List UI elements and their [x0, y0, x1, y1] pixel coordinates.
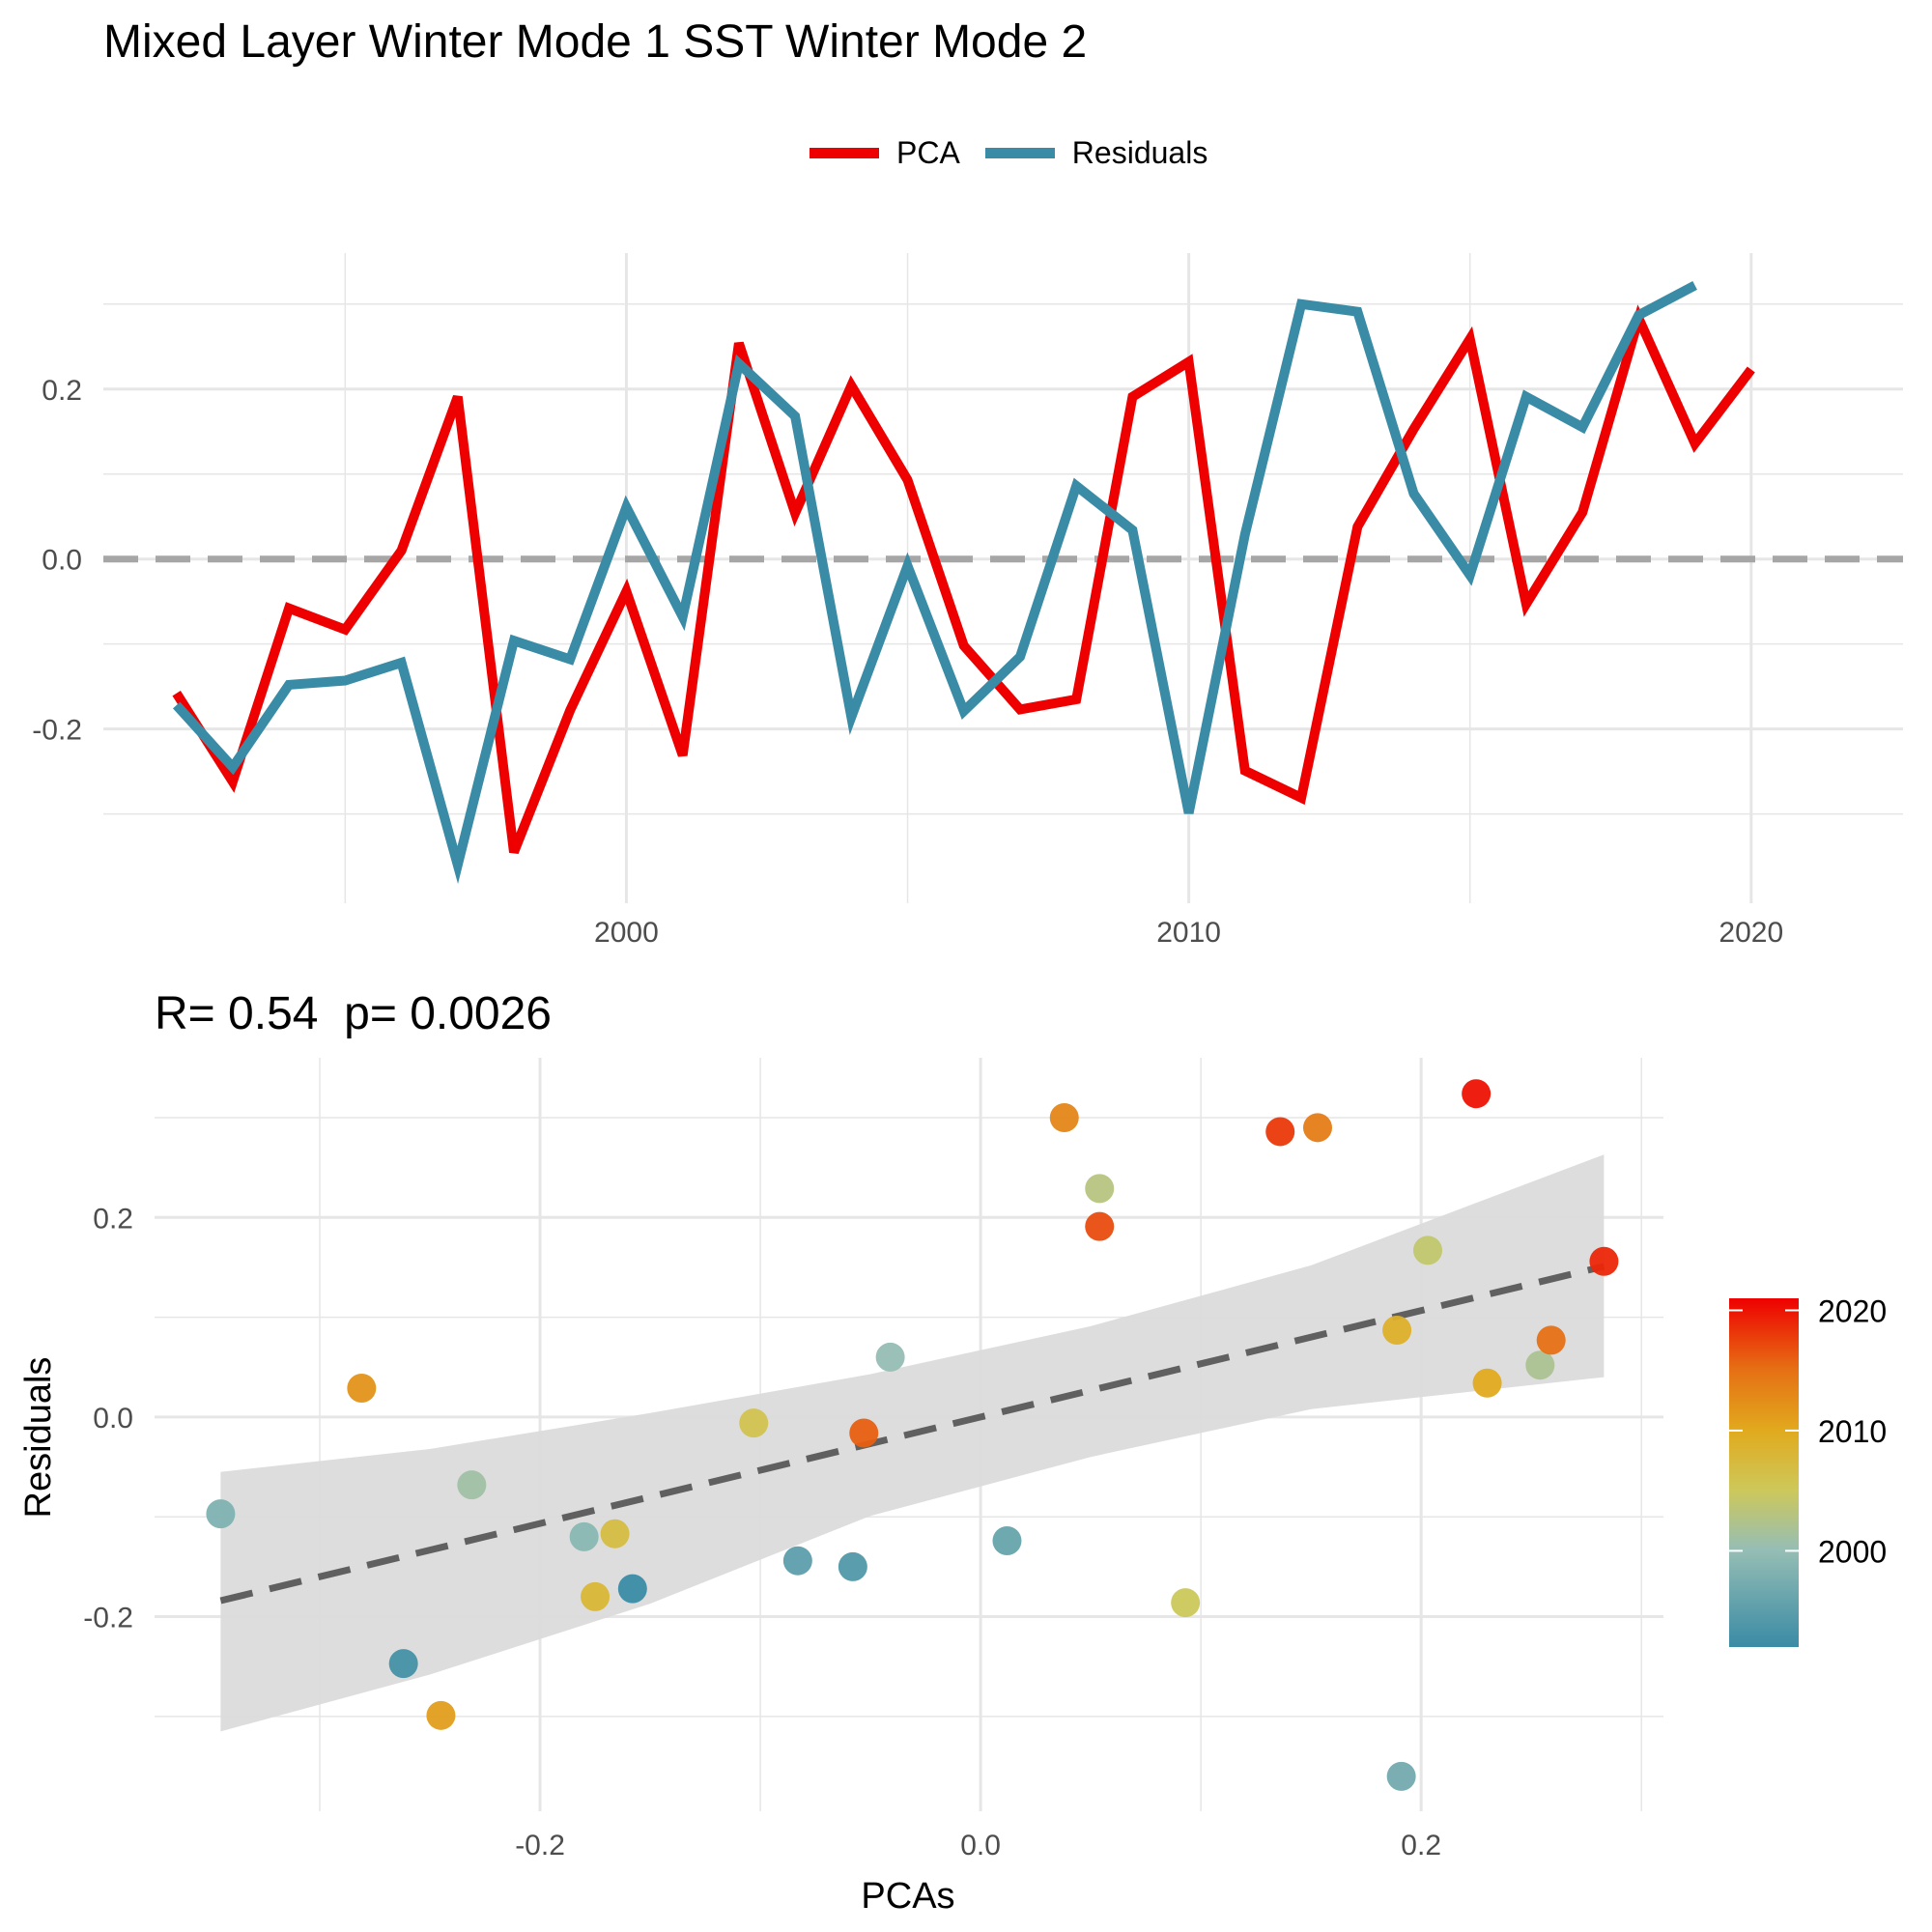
- colorbar-tick-label: 2010: [1818, 1414, 1887, 1449]
- scatter-point: [739, 1408, 769, 1438]
- chart-title: Mixed Layer Winter Mode 1 SST Winter Mod…: [103, 16, 1088, 68]
- x-tick-label: -0.2: [515, 1830, 565, 1861]
- legend-swatch-residuals: [984, 147, 1055, 158]
- series-line-residuals: [172, 280, 1697, 884]
- colorbar: [1729, 1298, 1799, 1647]
- scatter-point: [206, 1499, 236, 1529]
- series-line-pca: [172, 304, 1755, 855]
- y-tick-label: 0.2: [42, 375, 82, 407]
- scatter-point: [1472, 1368, 1502, 1398]
- scatter-point: [849, 1418, 879, 1448]
- scatter-point: [1386, 1761, 1416, 1791]
- scatter-point: [782, 1546, 812, 1576]
- colorbar-tick-label: 2020: [1818, 1293, 1887, 1328]
- legend-swatch-pca: [810, 147, 879, 158]
- scatter-point: [838, 1551, 867, 1581]
- x-tick-label: 2000: [594, 917, 659, 949]
- scatter-point: [347, 1373, 377, 1403]
- x-tick-label: 0.0: [960, 1830, 1001, 1861]
- scatter-point: [569, 1521, 599, 1551]
- y-tick-label: -0.2: [83, 1603, 133, 1634]
- scatter-point: [1589, 1246, 1619, 1276]
- confidence-band: [220, 1154, 1605, 1732]
- scatter-point: [1085, 1211, 1115, 1241]
- scatter-point: [1265, 1117, 1295, 1147]
- x-axis-title: PCAs: [861, 1876, 954, 1917]
- legend: PCA Residuals: [810, 133, 1233, 172]
- timeseries-plot: 2000 2010 2020 -0.2 0.0 0.2: [32, 253, 1903, 949]
- correlation-label: R= 0.54 p= 0.0026: [155, 988, 552, 1039]
- scatter-point: [1536, 1325, 1566, 1355]
- colorbar-tick-label: 2000: [1818, 1534, 1887, 1569]
- scatter-point: [992, 1526, 1022, 1556]
- scatter-point: [1382, 1316, 1412, 1346]
- scatter-point: [1525, 1350, 1555, 1380]
- scatter-point: [1085, 1174, 1115, 1204]
- y-tick-label: -0.2: [32, 715, 82, 747]
- scatter-point: [581, 1581, 611, 1611]
- y-tick-label: 0.0: [93, 1403, 133, 1435]
- y-axis-title: Residuals: [18, 1357, 59, 1519]
- scatter-point: [600, 1519, 630, 1548]
- scatter-point: [1171, 1588, 1201, 1618]
- y-tick-label: 0.2: [93, 1203, 133, 1235]
- scatter-point: [457, 1470, 487, 1500]
- y-tick-label: 0.0: [42, 545, 82, 577]
- scatter-point: [1413, 1236, 1443, 1265]
- regression-fit-line: [219, 1263, 1605, 1605]
- scatter-point: [426, 1700, 456, 1730]
- scatter-point: [1302, 1113, 1332, 1143]
- x-tick-label: 2020: [1719, 917, 1783, 949]
- legend-label-residuals: Residuals: [1071, 134, 1208, 170]
- legend-item-residuals: Residuals: [984, 134, 1208, 171]
- legend-label-pca: PCA: [896, 134, 960, 170]
- scatter-point: [875, 1342, 905, 1372]
- scatter-point: [1462, 1079, 1492, 1109]
- legend-item-pca: PCA: [810, 135, 960, 171]
- x-tick-label: 2010: [1156, 917, 1221, 949]
- scatter-point: [617, 1574, 647, 1604]
- scatter-point: [388, 1649, 418, 1679]
- x-tick-label: 0.2: [1401, 1830, 1441, 1861]
- scatter-point: [1049, 1102, 1079, 1132]
